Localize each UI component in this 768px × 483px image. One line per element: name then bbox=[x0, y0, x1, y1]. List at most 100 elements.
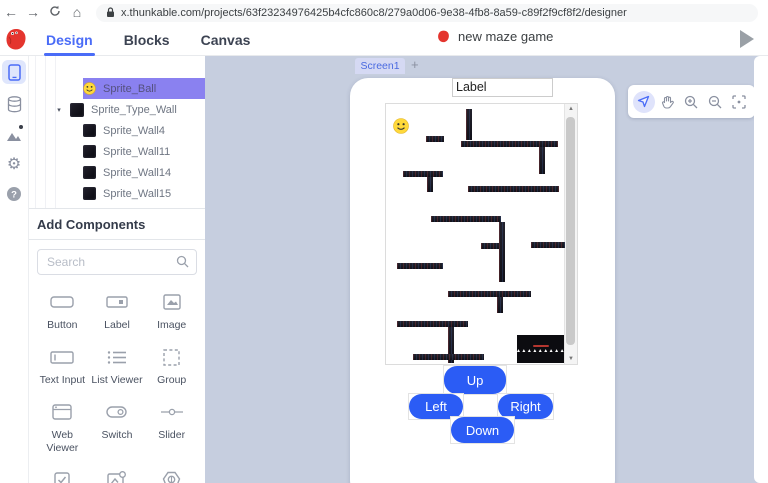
project-name: new maze game bbox=[458, 29, 554, 44]
scrollbar-thumb[interactable] bbox=[566, 117, 575, 345]
component-map[interactable]: Map bbox=[90, 469, 145, 483]
check-box-component-icon bbox=[54, 469, 71, 483]
browser-reload-icon[interactable] bbox=[44, 0, 66, 25]
screen1-tab[interactable]: Screen1 bbox=[355, 58, 405, 74]
wall-sprite[interactable] bbox=[426, 136, 444, 142]
component-image[interactable]: Image bbox=[144, 291, 199, 332]
tree-item-label: Sprite_Wall11 bbox=[103, 145, 171, 158]
zoom-in-icon[interactable] bbox=[680, 91, 702, 113]
wall-sprite[interactable] bbox=[397, 263, 443, 269]
left-icon-rail: ⚙ ? bbox=[0, 56, 29, 483]
wall-sprite[interactable] bbox=[427, 177, 433, 192]
wall-sprite[interactable] bbox=[466, 109, 472, 140]
finish-zigzag: ▲▲▲▲▲▲▲▲▲▲▲ bbox=[517, 347, 564, 354]
tab-canvas[interactable]: Canvas bbox=[200, 32, 251, 48]
up-button[interactable]: Up bbox=[444, 366, 506, 394]
wall-sprite[interactable] bbox=[461, 141, 558, 147]
right-button[interactable]: Right bbox=[498, 394, 553, 419]
wall-sprite[interactable] bbox=[431, 216, 501, 222]
tree-item-sprite-wall14[interactable]: Sprite_Wall14 bbox=[29, 162, 205, 183]
collapse-caret-icon[interactable]: ▾ bbox=[57, 106, 61, 114]
main-area: ⚙ ? Sprite_Ball ▾ bbox=[0, 56, 768, 483]
tree-item-sprite-wall15[interactable]: Sprite_Wall15 bbox=[29, 183, 205, 204]
tree-item-sprite-wall11[interactable]: Sprite_Wall11 bbox=[29, 141, 205, 162]
notification-dot bbox=[19, 125, 23, 129]
center-focus-icon[interactable] bbox=[728, 91, 750, 113]
wall-sprite-icon bbox=[70, 102, 84, 117]
text-input-component-icon bbox=[50, 346, 75, 368]
tree-item-sprite-type-wall[interactable]: ▾ Sprite_Type_Wall bbox=[29, 99, 205, 120]
image-component-icon bbox=[162, 291, 181, 313]
tab-blocks[interactable]: Blocks bbox=[123, 32, 170, 48]
settings-gear-icon[interactable]: ⚙ bbox=[6, 156, 22, 173]
left-button[interactable]: Left bbox=[409, 394, 463, 419]
maze-area[interactable]: ▲▲▲▲▲▲▲▲▲▲▲ ▲ ▼ bbox=[385, 103, 578, 365]
add-components-panel: Add Components Button Label bbox=[29, 208, 205, 483]
pan-hand-icon[interactable] bbox=[657, 91, 679, 113]
wall-sprite[interactable] bbox=[468, 186, 559, 192]
component-animation[interactable]: Animation bbox=[144, 469, 199, 483]
component-check-box[interactable]: Check Box bbox=[35, 469, 90, 483]
component-search-input[interactable] bbox=[37, 249, 197, 275]
data-panel-icon[interactable] bbox=[2, 92, 26, 116]
browser-back-icon[interactable]: ← bbox=[4, 4, 18, 20]
address-bar[interactable]: x.thunkable.com/projects/63f23234976425b… bbox=[96, 3, 758, 22]
component-label[interactable]: Label bbox=[90, 291, 145, 332]
component-grid: Button Label Image Text Input bbox=[35, 291, 199, 483]
group-component-icon bbox=[163, 346, 180, 368]
project-chip[interactable]: new maze game bbox=[437, 29, 553, 44]
tab-design[interactable]: Design bbox=[44, 27, 95, 56]
component-button[interactable]: Button bbox=[35, 291, 90, 332]
component-web-viewer[interactable]: Web Viewer bbox=[35, 401, 90, 455]
ball-sprite[interactable] bbox=[393, 118, 409, 139]
tree-item-sprite-wall4[interactable]: Sprite_Wall4 bbox=[29, 120, 205, 141]
finish-red-mark bbox=[532, 344, 549, 347]
smiley-sprite-icon bbox=[83, 82, 96, 95]
help-icon[interactable]: ? bbox=[2, 182, 26, 206]
component-group[interactable]: Group bbox=[144, 346, 199, 387]
finish-sprite[interactable]: ▲▲▲▲▲▲▲▲▲▲▲ bbox=[517, 335, 564, 363]
wall-sprite-icon bbox=[83, 187, 96, 200]
browser-home-icon[interactable]: ⌂ bbox=[72, 4, 82, 20]
add-components-title: Add Components bbox=[29, 209, 205, 240]
tree-item-label: Sprite_Ball bbox=[103, 82, 157, 95]
browser-toolbar: ← → ⌂ x.thunkable.com/projects/63f232349… bbox=[0, 0, 768, 26]
wall-sprite[interactable] bbox=[448, 291, 531, 297]
wall-sprite[interactable] bbox=[403, 171, 443, 177]
wall-sprite[interactable] bbox=[481, 243, 499, 249]
wall-sprite[interactable] bbox=[499, 222, 505, 282]
live-test-play-button[interactable] bbox=[740, 30, 754, 48]
add-screen-button[interactable]: + bbox=[411, 57, 419, 72]
wall-sprite[interactable] bbox=[448, 327, 454, 363]
header-nav: Design Blocks Canvas bbox=[44, 25, 252, 56]
label-component-on-canvas[interactable]: Label bbox=[452, 78, 553, 97]
lock-icon bbox=[107, 7, 114, 17]
label-component-icon bbox=[106, 291, 128, 313]
properties-panel-edge bbox=[754, 56, 768, 483]
assets-panel-icon[interactable] bbox=[2, 123, 26, 147]
tree-item-sprite-ball[interactable]: Sprite_Ball bbox=[29, 78, 205, 99]
down-button[interactable]: Down bbox=[451, 417, 514, 443]
wall-sprite[interactable] bbox=[531, 242, 565, 248]
wall-sprite-icon bbox=[83, 145, 96, 158]
wall-sprite[interactable] bbox=[497, 297, 503, 313]
switch-component-icon bbox=[106, 401, 128, 423]
component-list-viewer[interactable]: List Viewer bbox=[90, 346, 145, 387]
component-switch[interactable]: Switch bbox=[90, 401, 145, 455]
wall-sprite[interactable] bbox=[539, 147, 545, 174]
browser-forward-icon[interactable]: → bbox=[26, 4, 40, 20]
component-slider[interactable]: Slider bbox=[144, 401, 199, 455]
wall-sprite[interactable] bbox=[397, 321, 468, 327]
maze-scrollbar[interactable]: ▲ ▼ bbox=[564, 104, 577, 364]
select-tool-icon[interactable] bbox=[632, 90, 655, 113]
zoom-out-icon[interactable] bbox=[704, 91, 726, 113]
wall-sprite[interactable] bbox=[413, 354, 484, 360]
list-viewer-component-icon bbox=[107, 346, 127, 368]
web-viewer-component-icon bbox=[52, 401, 73, 423]
component-text-input[interactable]: Text Input bbox=[35, 346, 90, 387]
scroll-up-icon[interactable]: ▲ bbox=[568, 106, 574, 112]
screens-panel-icon[interactable] bbox=[2, 60, 26, 84]
scroll-down-icon[interactable]: ▼ bbox=[568, 356, 574, 362]
wall-sprite-icon bbox=[83, 124, 96, 137]
